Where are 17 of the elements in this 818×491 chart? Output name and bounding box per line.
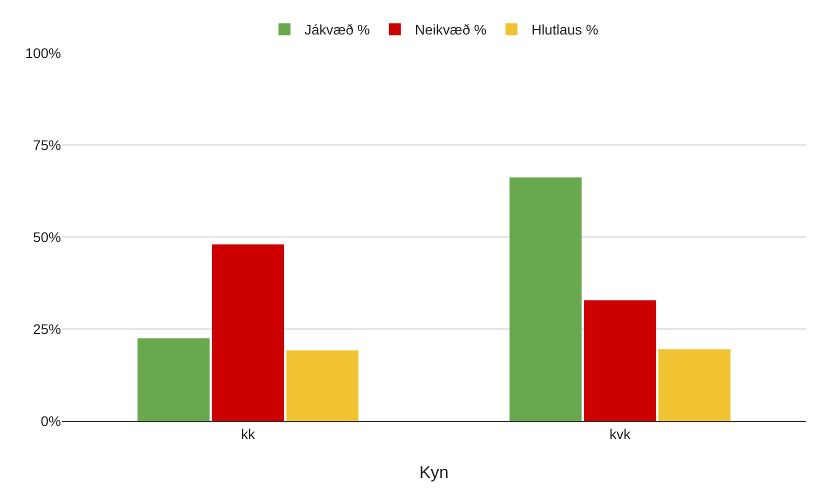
- x-tick-label: kvk: [610, 426, 632, 442]
- x-tick-label: kk: [241, 426, 256, 442]
- legend-label: Hlutlaus %: [531, 22, 598, 38]
- legend-label: Jákvæð %: [304, 22, 370, 38]
- y-tick-label: 50%: [32, 228, 61, 245]
- legend-label: Neikvæð %: [414, 22, 486, 38]
- x-axis-title: Kyn: [419, 463, 449, 482]
- bar: [212, 244, 284, 421]
- bar: [584, 300, 656, 421]
- bar: [286, 350, 358, 421]
- y-tick-label: 75%: [32, 136, 61, 153]
- bar: [510, 177, 582, 421]
- bar: [138, 338, 210, 421]
- bar: [658, 349, 730, 421]
- y-tick-label: 0%: [40, 412, 61, 429]
- y-tick-label: 25%: [32, 320, 61, 337]
- y-tick-label: 100%: [25, 44, 61, 61]
